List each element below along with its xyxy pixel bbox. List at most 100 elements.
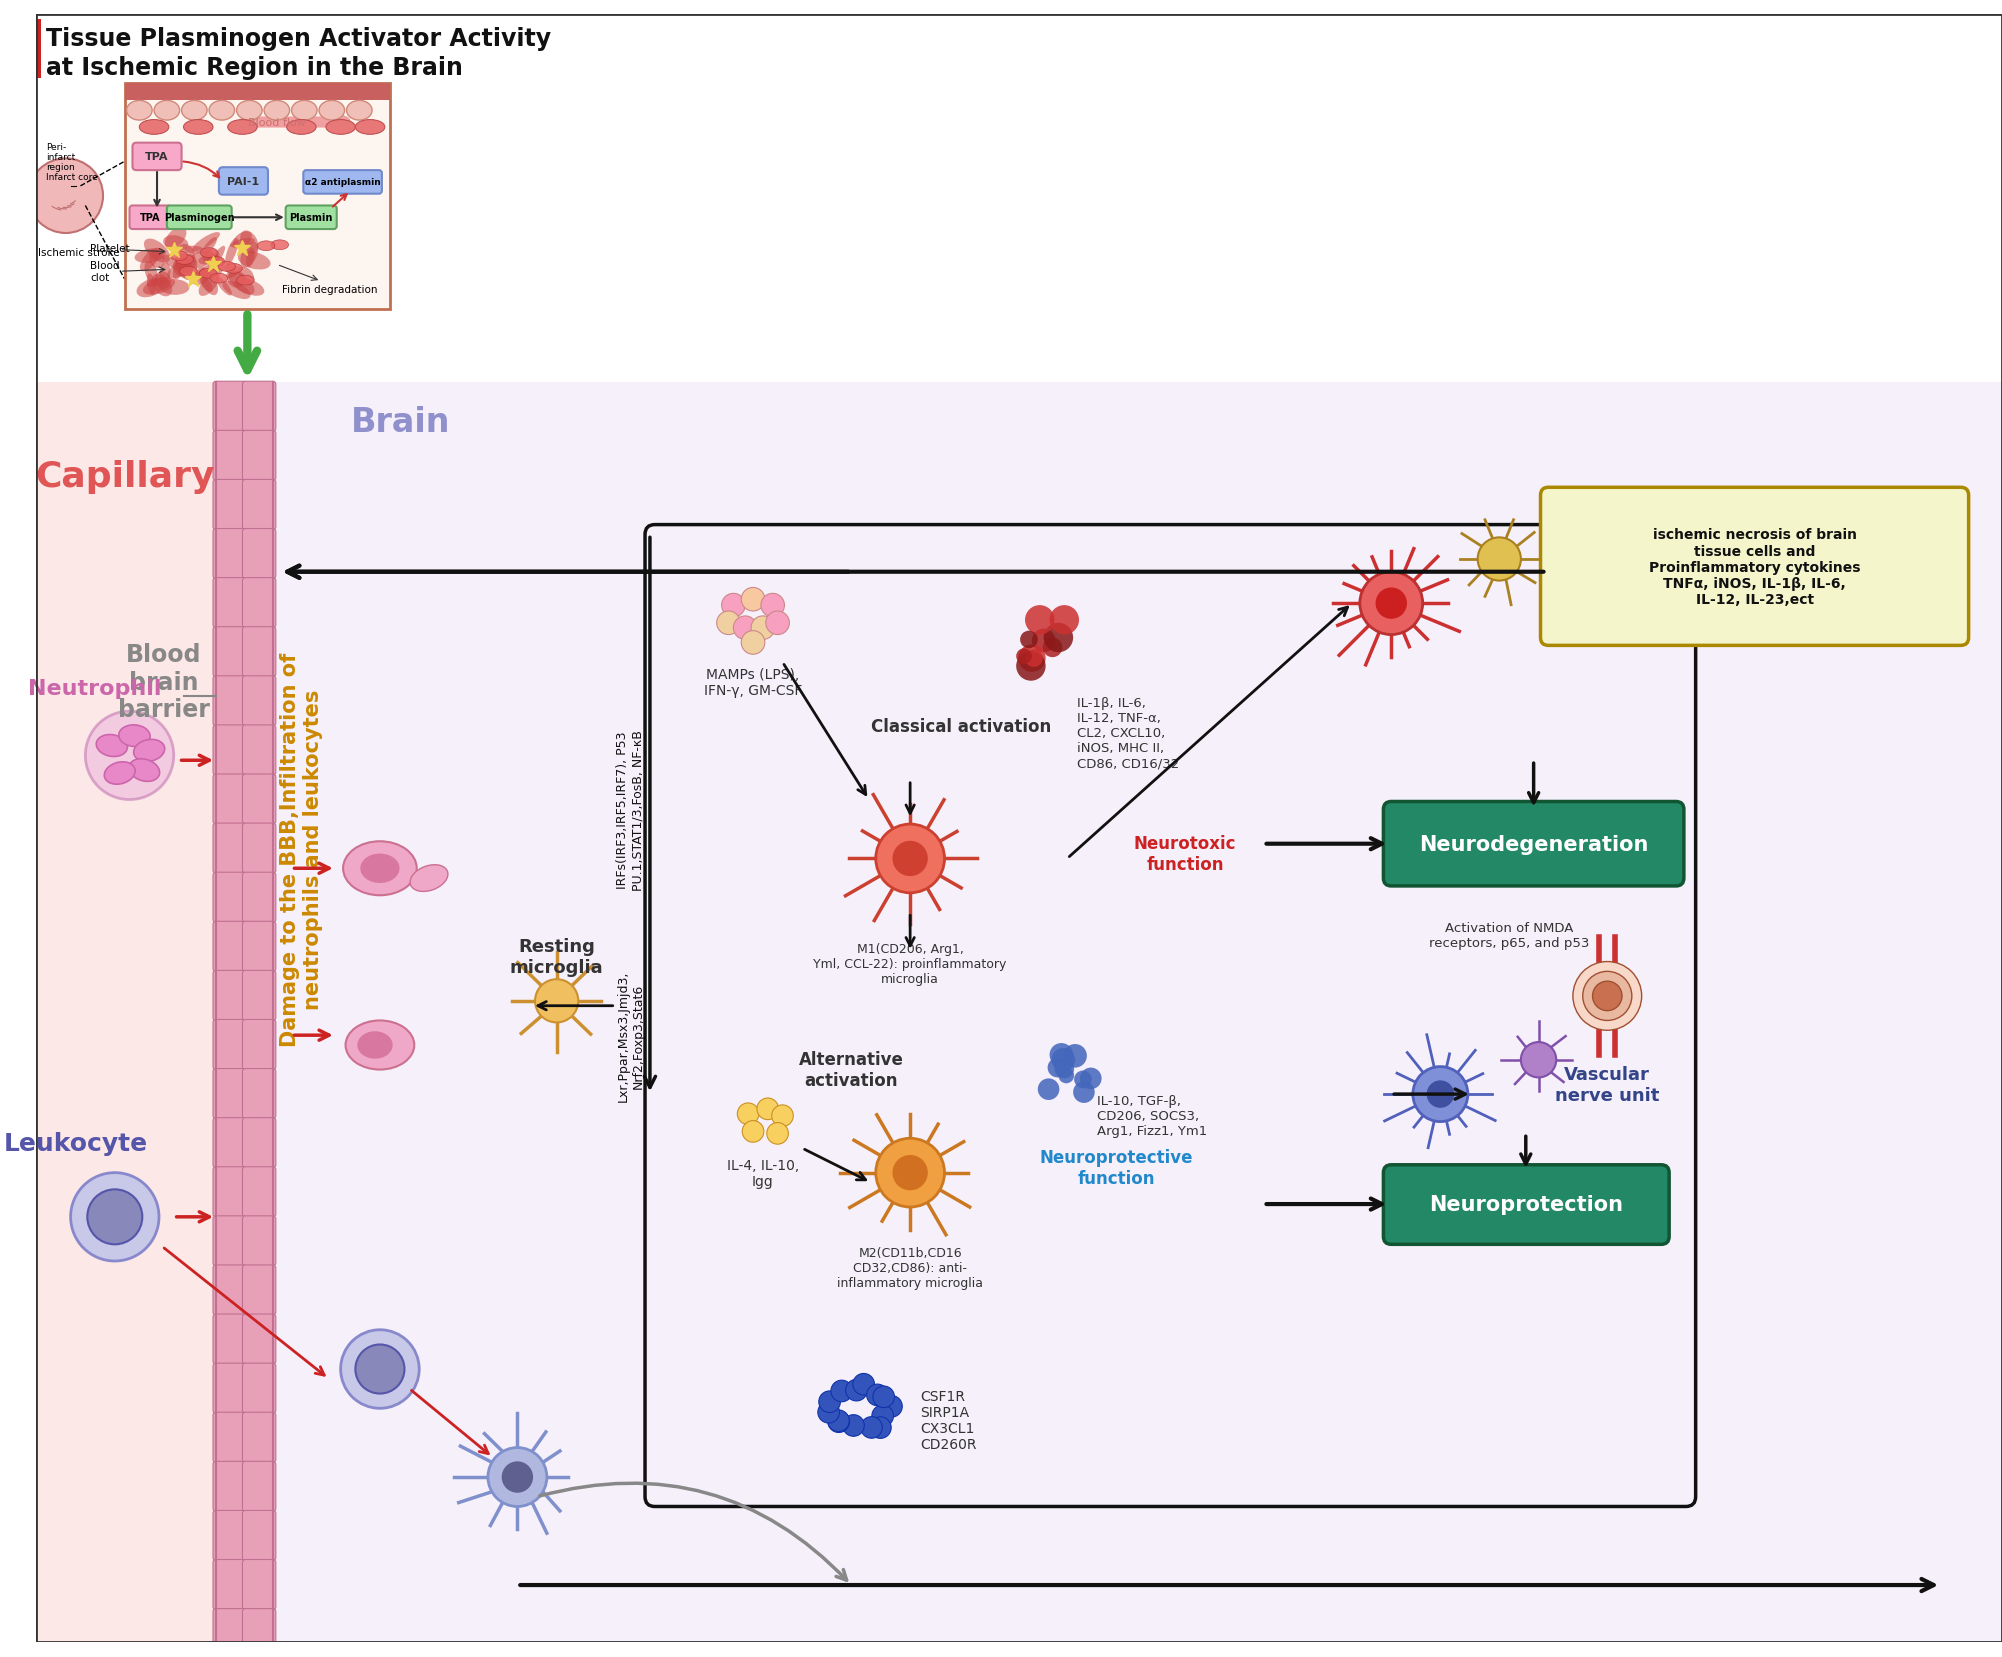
FancyBboxPatch shape: [242, 1266, 276, 1316]
FancyBboxPatch shape: [212, 1461, 246, 1511]
Text: IL-10, TGF-β,
CD206, SOCS3,
Arg1, Fizz1, Ym1: IL-10, TGF-β, CD206, SOCS3, Arg1, Fizz1,…: [1097, 1094, 1207, 1137]
Circle shape: [1017, 650, 1031, 664]
Ellipse shape: [146, 278, 166, 288]
Ellipse shape: [144, 262, 158, 285]
Text: Leukocyte: Leukocyte: [4, 1132, 148, 1155]
Ellipse shape: [178, 245, 194, 263]
Ellipse shape: [228, 272, 246, 288]
Ellipse shape: [172, 260, 192, 278]
Ellipse shape: [236, 101, 262, 121]
Ellipse shape: [96, 736, 128, 757]
Circle shape: [875, 825, 945, 893]
FancyBboxPatch shape: [212, 676, 246, 726]
Ellipse shape: [356, 121, 384, 136]
Text: Fibrin degradation: Fibrin degradation: [282, 285, 376, 295]
FancyBboxPatch shape: [242, 676, 276, 726]
FancyBboxPatch shape: [1383, 1165, 1670, 1244]
Ellipse shape: [160, 280, 190, 295]
Text: Blood flow: Blood flow: [248, 118, 306, 128]
Text: Infarct core: Infarct core: [46, 172, 98, 181]
Circle shape: [1079, 1069, 1101, 1090]
Text: Platelet: Platelet: [90, 244, 130, 254]
Text: Lxr,Ppar,Msx3,Jmjd3,
Nrf2,Foxp3,Stat6: Lxr,Ppar,Msx3,Jmjd3, Nrf2,Foxp3,Stat6: [617, 969, 645, 1102]
Ellipse shape: [208, 258, 224, 278]
FancyBboxPatch shape: [242, 1216, 276, 1266]
Text: PAI-1: PAI-1: [228, 177, 260, 187]
Circle shape: [1043, 623, 1073, 653]
FancyBboxPatch shape: [212, 1412, 246, 1463]
Text: Capillary: Capillary: [34, 459, 214, 494]
Circle shape: [1017, 651, 1045, 681]
Ellipse shape: [286, 121, 316, 136]
FancyBboxPatch shape: [212, 726, 246, 775]
Ellipse shape: [144, 239, 170, 263]
FancyBboxPatch shape: [242, 628, 276, 678]
Circle shape: [893, 842, 927, 877]
Circle shape: [829, 1412, 849, 1433]
Circle shape: [1073, 1082, 1095, 1104]
Text: Neuroprotective
function: Neuroprotective function: [1039, 1148, 1193, 1188]
FancyBboxPatch shape: [242, 1511, 276, 1561]
Ellipse shape: [162, 235, 188, 252]
Circle shape: [771, 1105, 793, 1127]
Circle shape: [1375, 588, 1407, 620]
FancyBboxPatch shape: [228, 383, 2002, 1642]
Ellipse shape: [162, 255, 188, 273]
Text: Tissue Plasminogen Activator Activity: Tissue Plasminogen Activator Activity: [46, 27, 551, 51]
Ellipse shape: [346, 1021, 414, 1070]
Circle shape: [1413, 1067, 1467, 1122]
FancyBboxPatch shape: [212, 921, 246, 971]
FancyBboxPatch shape: [304, 171, 382, 194]
Circle shape: [1359, 572, 1423, 635]
Text: Blood
clot: Blood clot: [90, 262, 120, 283]
Text: Neurodegeneration: Neurodegeneration: [1419, 833, 1648, 855]
Ellipse shape: [198, 255, 220, 265]
FancyBboxPatch shape: [212, 481, 246, 530]
Circle shape: [1049, 606, 1079, 635]
Circle shape: [721, 593, 745, 618]
Ellipse shape: [182, 101, 206, 121]
FancyBboxPatch shape: [212, 824, 246, 873]
FancyBboxPatch shape: [132, 144, 182, 171]
Circle shape: [767, 611, 789, 635]
FancyBboxPatch shape: [242, 578, 276, 628]
Ellipse shape: [224, 239, 238, 267]
Circle shape: [843, 1415, 865, 1437]
Circle shape: [1043, 638, 1063, 658]
Text: Blood
brain
barrier: Blood brain barrier: [118, 643, 210, 722]
Text: CSF1R
SIRP1A
CX3CL1
CD260R: CSF1R SIRP1A CX3CL1 CD260R: [921, 1389, 977, 1452]
Text: α2 antiplasmin: α2 antiplasmin: [304, 179, 380, 187]
Circle shape: [831, 1380, 853, 1402]
Ellipse shape: [200, 277, 212, 293]
Ellipse shape: [226, 267, 242, 278]
FancyBboxPatch shape: [242, 1069, 276, 1118]
FancyBboxPatch shape: [124, 85, 390, 310]
FancyBboxPatch shape: [242, 1167, 276, 1218]
FancyBboxPatch shape: [242, 1609, 276, 1657]
FancyBboxPatch shape: [242, 1314, 276, 1364]
Circle shape: [869, 1417, 891, 1438]
FancyBboxPatch shape: [212, 1314, 246, 1364]
FancyBboxPatch shape: [242, 921, 276, 971]
Text: Alternative
activation: Alternative activation: [799, 1051, 903, 1089]
FancyBboxPatch shape: [124, 85, 390, 101]
Ellipse shape: [154, 101, 180, 121]
Text: M1(CD206, Arg1,
Yml, CCL-22): proinflammatory
microglia: M1(CD206, Arg1, Yml, CCL-22): proinflamm…: [813, 943, 1007, 986]
Circle shape: [1584, 971, 1632, 1021]
Text: Resting
microglia: Resting microglia: [511, 938, 603, 976]
Circle shape: [743, 1120, 765, 1143]
Circle shape: [1025, 650, 1043, 668]
Ellipse shape: [318, 101, 344, 121]
FancyBboxPatch shape: [212, 1609, 246, 1657]
Text: Ischemic stroke: Ischemic stroke: [38, 247, 120, 257]
Text: IRFs(IRF3,IRF5,IRF7), P53
PU.1,STAT1/3,FosB, NF-κB: IRFs(IRF3,IRF5,IRF7), P53 PU.1,STAT1/3,F…: [617, 729, 645, 890]
Circle shape: [1031, 630, 1055, 653]
Circle shape: [861, 1417, 883, 1438]
Ellipse shape: [192, 270, 210, 287]
Circle shape: [767, 1123, 789, 1145]
Ellipse shape: [170, 252, 188, 262]
Ellipse shape: [210, 273, 228, 283]
Circle shape: [86, 713, 174, 800]
Circle shape: [737, 1104, 759, 1125]
Ellipse shape: [356, 1032, 392, 1059]
